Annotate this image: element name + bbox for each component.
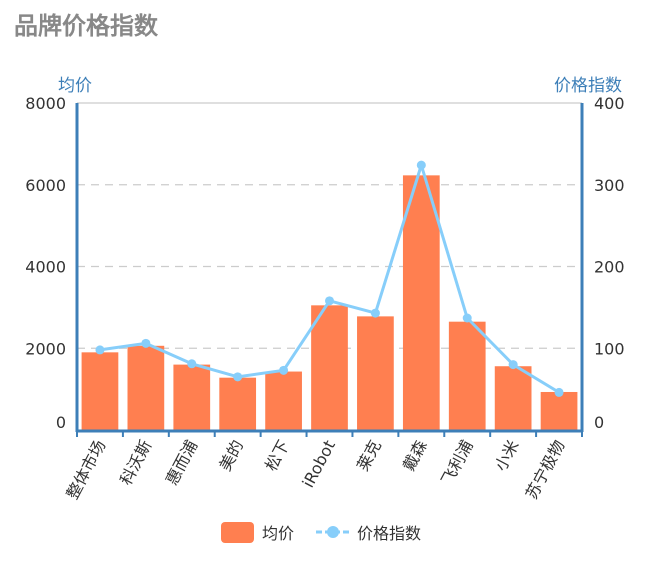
bar-6 [357,316,394,430]
point-0 [95,345,105,355]
point-1 [141,338,151,348]
bar-1 [127,345,165,430]
x-category-label-0: 整体市场 [63,437,110,502]
point-9 [508,360,518,370]
point-8 [462,313,472,323]
y-left-tick-0: 0 [56,413,66,432]
axes: 0 2000 4000 6000 8000 0 100 200 300 400 整体市场 科沃斯 惠而浦… [25,94,624,502]
point-10 [554,387,564,397]
bar-series [81,175,578,430]
x-category-label-4: 松下 [261,437,293,474]
x-category-label-1: 科沃斯 [116,437,155,488]
point-3 [233,372,243,382]
bar-7 [402,175,440,430]
point-4 [279,365,289,375]
x-category-label-2: 惠而浦 [162,437,201,488]
bar-5 [311,305,348,430]
legend: 均价 价格指数 [221,522,421,543]
y-right-tick-1: 100 [594,339,625,358]
point-7 [416,160,426,170]
point-5 [325,296,334,306]
bar-4 [265,371,302,430]
x-category-label-5: iRobot [298,437,339,491]
legend-swatch-point [327,526,339,538]
y-left-tick-1: 2000 [25,339,66,358]
y-left-tick-2: 4000 [25,258,66,277]
legend-label-bar: 均价 [262,524,294,543]
y-left-tick-4: 8000 [25,94,66,113]
x-category-label-10: 苏宁极物 [522,437,569,502]
y-right-tick-0: 0 [594,413,604,432]
bar-0 [81,352,119,430]
x-category-label-9: 小米 [491,437,523,474]
legend-swatch-bar [221,522,254,543]
bar-9 [494,366,532,430]
legend-label-line: 价格指数 [357,524,421,543]
bar-10 [540,391,578,430]
bar-2 [173,364,211,430]
x-category-label-7: 戴森 [399,437,431,474]
chart-title: 品牌价格指数 [14,12,159,40]
y-right-tick-4: 400 [594,94,625,113]
point-2 [187,359,197,369]
line-series [95,160,564,397]
point-6 [370,308,380,318]
y-right-tick-3: 300 [594,176,625,195]
bar-3 [219,377,257,430]
y-right-tick-2: 200 [594,258,625,277]
x-category-label-3: 美的 [215,437,247,474]
x-category-label-6: 莱克 [353,437,385,474]
y-right-axis-title: 价格指数 [554,76,622,96]
y-left-axis-title: 均价 [58,76,92,96]
y-left-tick-3: 6000 [25,176,66,195]
x-category-label-8: 飞利浦 [437,437,476,488]
bar-8 [448,321,486,430]
